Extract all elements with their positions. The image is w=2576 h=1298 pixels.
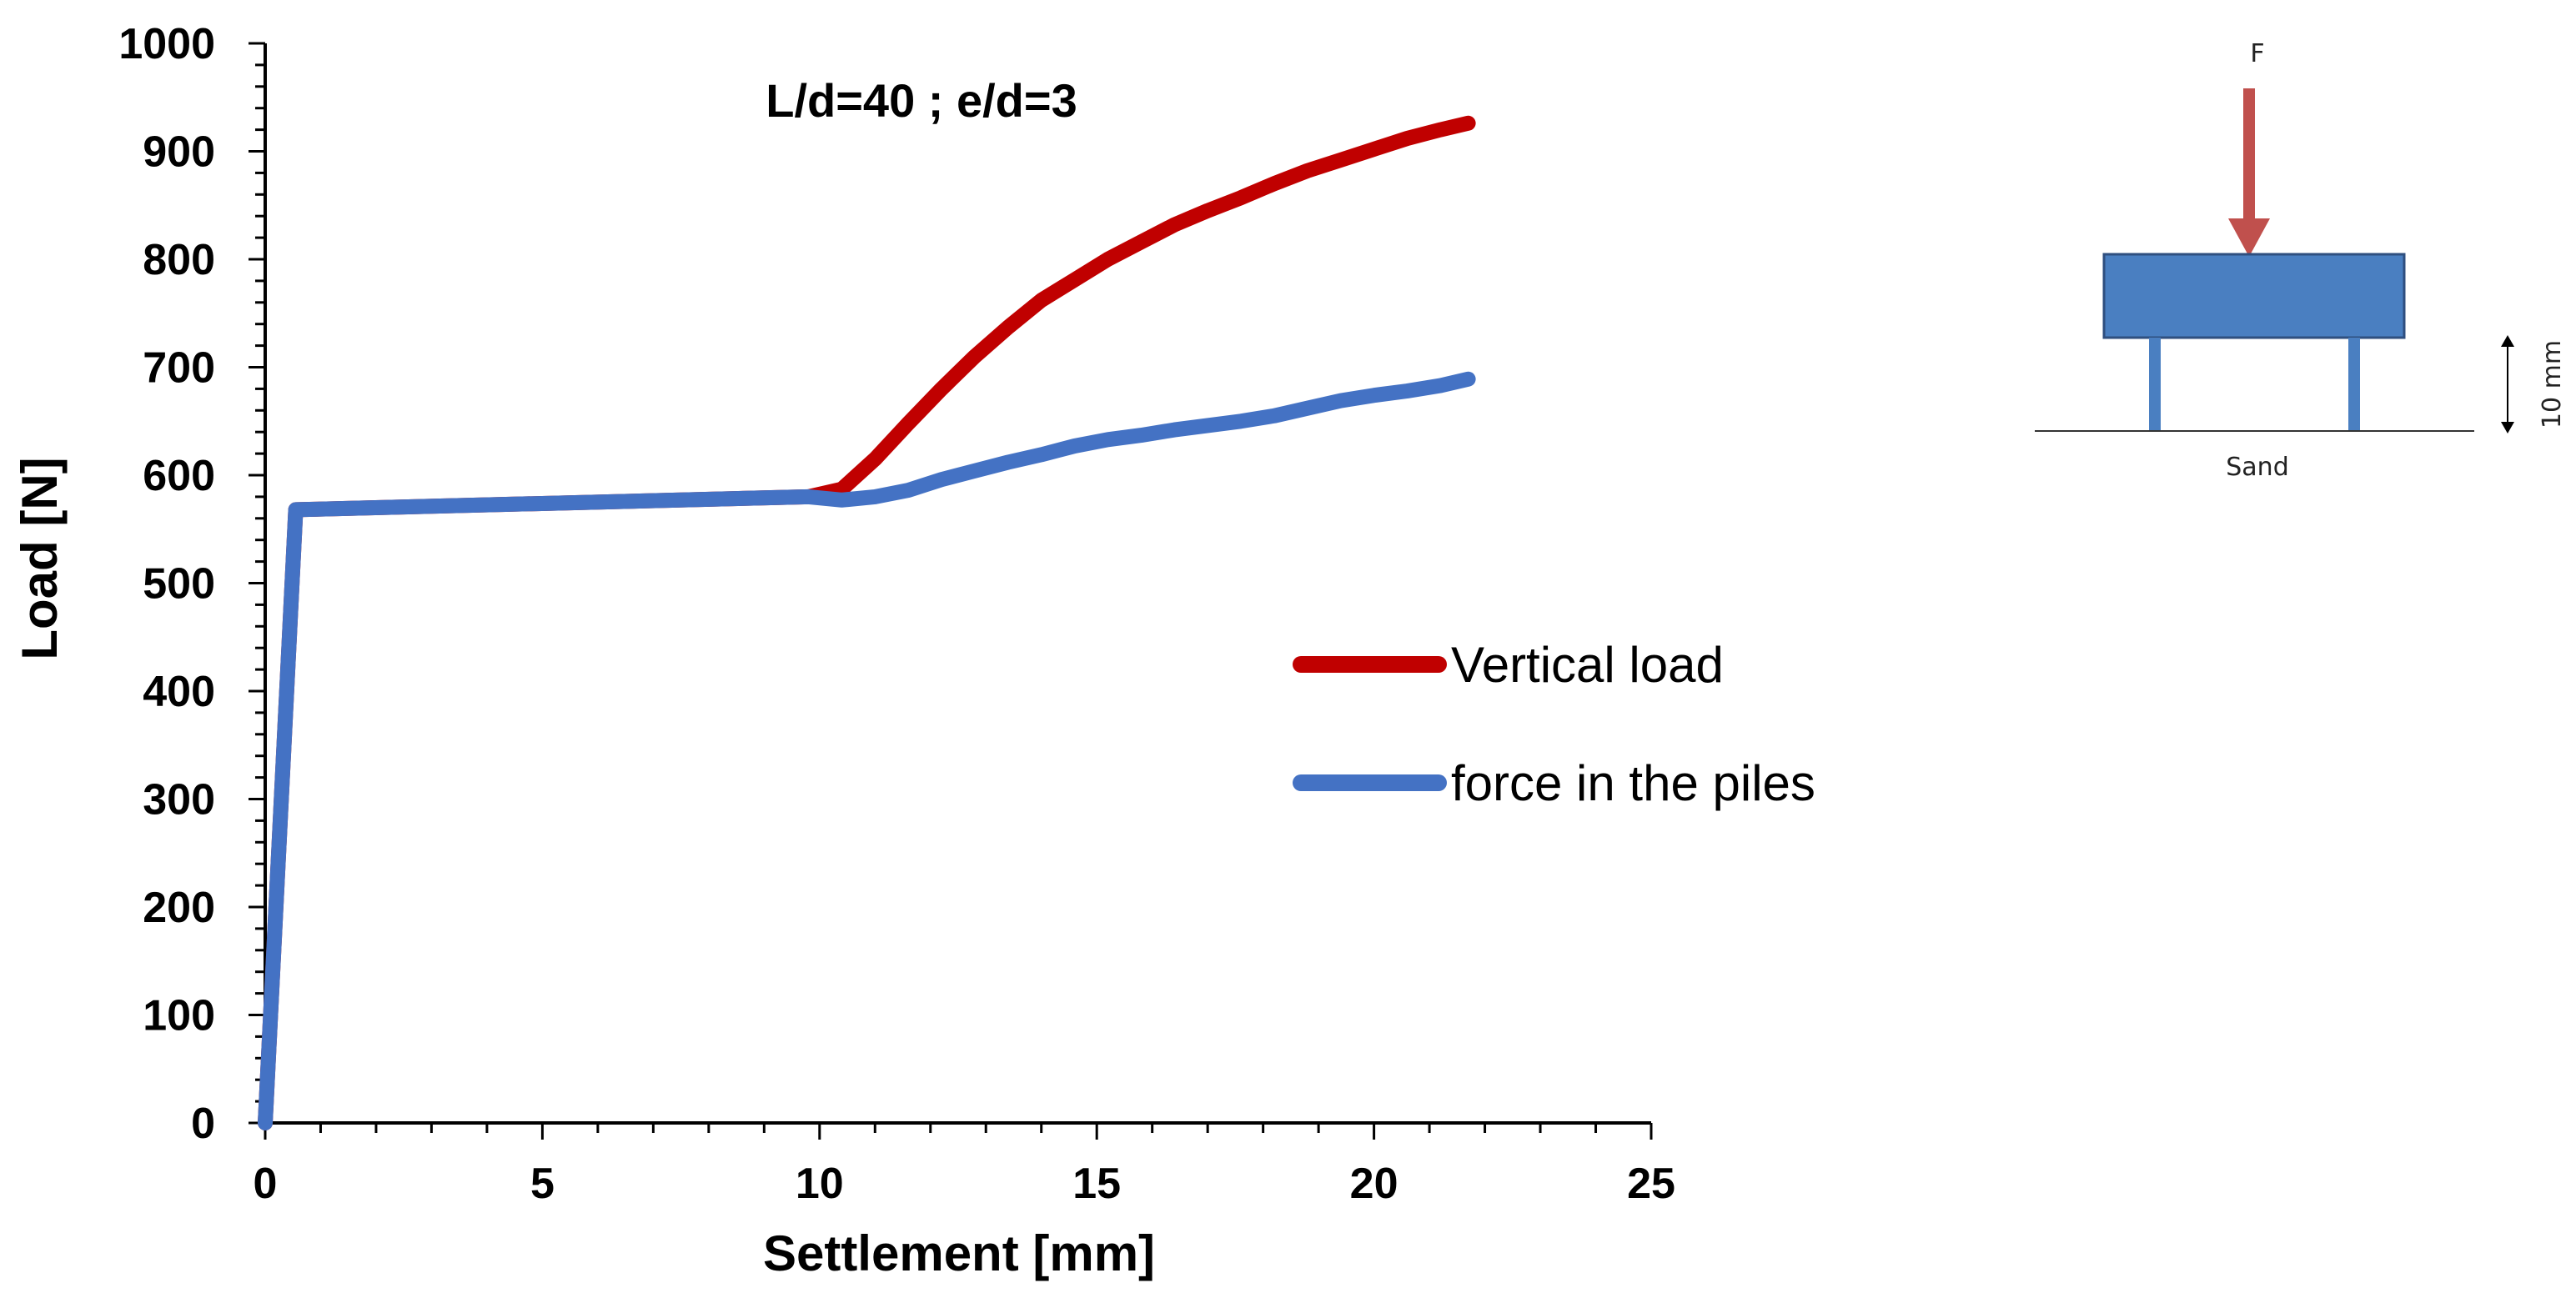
x-tick-label: 10 [796, 1160, 844, 1208]
x-tick-label: 25 [1627, 1160, 1675, 1208]
y-tick-label: 200 [143, 884, 215, 932]
y-tick-label: 800 [143, 236, 215, 284]
inset-schematic: F Sand 10 mm [2035, 39, 2567, 482]
force-arrow-icon [2228, 218, 2270, 257]
y-tick-label: 300 [143, 776, 215, 824]
y-ticks: 0 100 200 300 400 500 600 700 800 900 1000 [118, 20, 265, 1148]
legend: Vertical load force in the piles [1293, 637, 1815, 811]
dimension-arrow-up-icon [2501, 335, 2514, 347]
legend-label-force-in-piles: force in the piles [1451, 755, 1815, 811]
x-axis-title: Settlement [mm] [763, 1225, 1155, 1281]
y-tick-label: 0 [191, 1100, 215, 1148]
y-tick-label: 1000 [118, 20, 215, 68]
series-layer [258, 115, 1476, 1130]
series-line-vertical-load [258, 115, 1476, 1130]
chart-annotation: L/d=40 ; e/d=3 [766, 74, 1077, 127]
x-ticks: 0 5 10 15 20 25 [254, 1123, 1675, 1208]
legend-label-vertical-load: Vertical load [1451, 637, 1724, 693]
y-tick-label: 500 [143, 560, 215, 609]
force-label: F [2250, 39, 2264, 68]
dimension-label: 10 mm [2538, 340, 2567, 428]
x-tick-label: 0 [254, 1160, 278, 1208]
y-axis-title: Load [N] [12, 457, 68, 659]
y-tick-label: 700 [143, 344, 215, 393]
x-tick-label: 5 [530, 1160, 555, 1208]
x-tick-label: 15 [1072, 1160, 1121, 1208]
x-tick-label: 20 [1350, 1160, 1398, 1208]
dimension-arrow-down-icon [2501, 422, 2514, 434]
y-tick-label: 900 [143, 128, 215, 177]
ground-label: Sand [2226, 453, 2288, 482]
pile-cap [2102, 253, 2406, 339]
series-line-force-in-the-piles [258, 371, 1476, 1130]
y-tick-label: 600 [143, 452, 215, 500]
pile-right [2348, 338, 2360, 431]
y-tick-label: 400 [143, 668, 215, 716]
y-tick-label: 100 [143, 992, 215, 1040]
pile-left [2149, 338, 2161, 431]
